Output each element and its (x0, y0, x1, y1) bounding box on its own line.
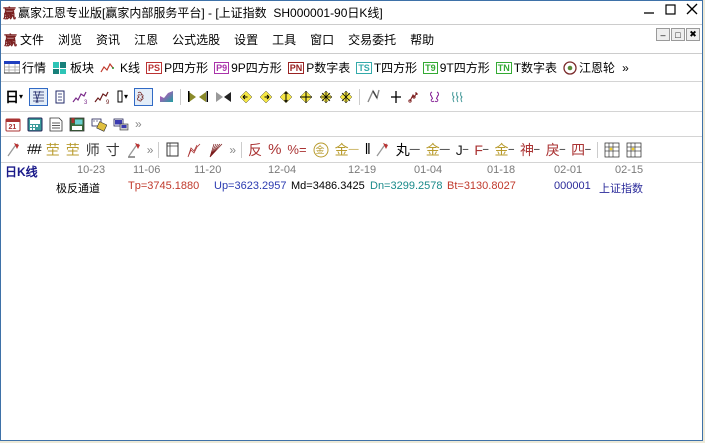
svg-text:9: 9 (106, 100, 110, 104)
svg-text:金: 金 (315, 144, 324, 155)
svg-text:21: 21 (9, 124, 17, 131)
svg-text:3: 3 (84, 100, 88, 104)
